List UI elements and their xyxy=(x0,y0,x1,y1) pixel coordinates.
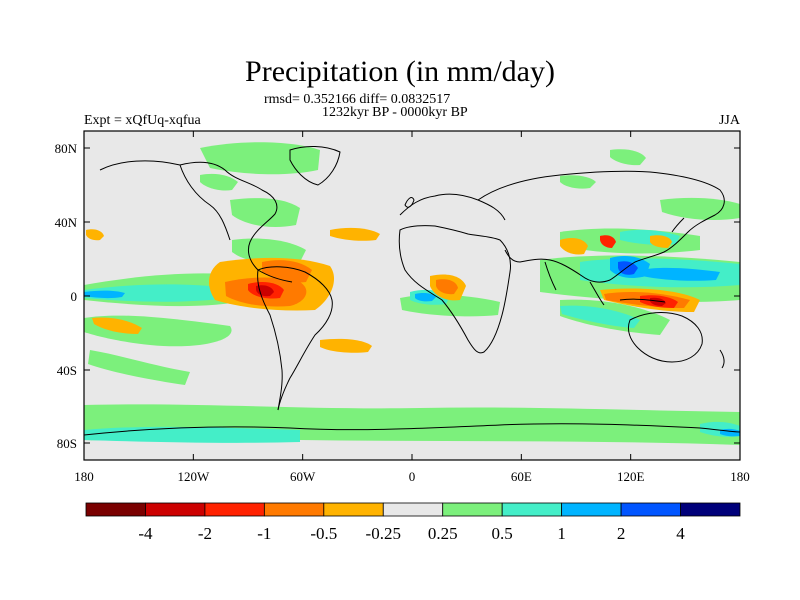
colorbar-swatch xyxy=(263,502,325,517)
colorbar-swatch xyxy=(561,502,622,517)
colorbar-label: -1 xyxy=(257,524,271,543)
colorbar-swatch xyxy=(85,502,146,517)
lat-tick-label: 40S xyxy=(57,363,77,378)
colorbar-swatch xyxy=(204,502,265,517)
lon-tick-label: 180 xyxy=(730,469,750,484)
period-line: 1232kyr BP - 0000kyr BP xyxy=(322,105,468,120)
axis-ticks: 180 120W 60W 0 60E 120E 180 80N 40N 0 40S 80S xyxy=(55,131,750,484)
lon-tick-label: 60W xyxy=(290,469,316,484)
map-panel xyxy=(84,131,740,460)
lon-tick-label: 120W xyxy=(177,469,210,484)
lat-tick-label: 80S xyxy=(57,436,77,451)
colorbar-label: -2 xyxy=(198,524,212,543)
season-label: JJA xyxy=(718,113,740,128)
colorbar-label: -0.5 xyxy=(310,524,337,543)
colorbar-label: -4 xyxy=(138,524,153,543)
colorbar-swatch xyxy=(323,502,384,517)
lat-tick-label: 0 xyxy=(71,289,78,304)
colorbar-label: 2 xyxy=(617,524,626,543)
experiment-label: Expt = xQfUq-xqfua xyxy=(84,113,201,128)
lon-tick-label: 180 xyxy=(74,469,94,484)
colorbar-swatch xyxy=(145,502,206,517)
field-darkblue xyxy=(618,261,638,275)
colorbar-swatch xyxy=(680,502,741,517)
colorbar-swatch xyxy=(382,502,444,517)
colorbar-swatch xyxy=(442,502,503,517)
colorbar-swatch xyxy=(501,502,563,517)
lat-tick-label: 80N xyxy=(55,141,78,156)
stats-line: rmsd= 0.352166 diff= 0.0832517 xyxy=(264,92,451,107)
colorbar-swatch xyxy=(620,502,681,517)
colorbar-label: 4 xyxy=(676,524,685,543)
lon-tick-label: 0 xyxy=(409,469,416,484)
lon-tick-label: 60E xyxy=(511,469,532,484)
colorbar-label: 1 xyxy=(557,524,566,543)
colorbar: -4 -2 -1 -0.5 -0.25 0.25 0.5 1 2 4 xyxy=(85,502,741,543)
coastlines xyxy=(84,146,740,436)
colorbar-label: -0.25 xyxy=(366,524,401,543)
colorbar-label: 0.25 xyxy=(428,524,458,543)
map-title: Precipitation (in mm/day) xyxy=(245,55,555,88)
lon-tick-label: 120E xyxy=(617,469,645,484)
colorbar-label: 0.5 xyxy=(492,524,513,543)
lat-tick-label: 40N xyxy=(55,215,78,230)
